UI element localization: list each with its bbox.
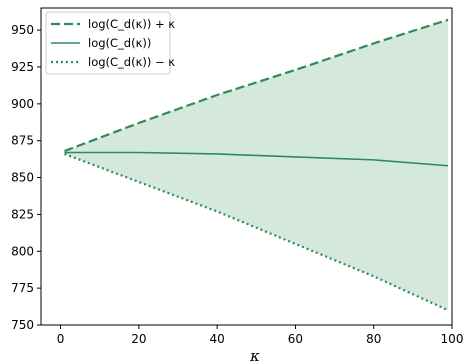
x-tick-label: 100 xyxy=(441,332,464,346)
legend: log(C_d(κ)) + κ log(C_d(κ)) log(C_d(κ)) − … xyxy=(45,11,175,75)
y-tick-label: 825 xyxy=(11,207,34,221)
x-axis-label: κ xyxy=(249,347,260,364)
y-tick-label: 800 xyxy=(11,244,34,258)
x-axis: 0 20 40 60 80 100 xyxy=(57,325,464,346)
x-tick-label: 80 xyxy=(366,332,381,346)
x-tick-label: 0 xyxy=(57,332,65,346)
x-tick-label: 20 xyxy=(131,332,146,346)
y-tick-label: 875 xyxy=(11,134,34,148)
legend-box xyxy=(45,11,171,75)
series-line-2 xyxy=(64,151,449,167)
y-tick-label: 775 xyxy=(11,281,34,295)
y-axis: 750 775 800 825 850 875 900 925 950 xyxy=(11,23,41,332)
x-tick-label: 60 xyxy=(288,332,303,346)
x-tick-label: 40 xyxy=(210,332,225,346)
y-tick-label: 750 xyxy=(11,318,34,332)
y-tick-label: 950 xyxy=(11,23,34,37)
confidence-band xyxy=(64,19,449,311)
y-tick-label: 925 xyxy=(11,60,34,74)
plot-area xyxy=(40,7,453,326)
legend-label-2: log(C_d(κ)) xyxy=(88,36,151,50)
legend-label-3: log(C_d(κ)) − κ xyxy=(88,55,175,69)
plot-frame xyxy=(40,7,453,326)
series-line-3 xyxy=(64,152,449,312)
y-tick-label: 900 xyxy=(11,97,34,111)
legend-label-1: log(C_d(κ)) + κ xyxy=(88,17,175,31)
series-line-1 xyxy=(64,18,449,153)
y-tick-label: 850 xyxy=(11,171,34,185)
